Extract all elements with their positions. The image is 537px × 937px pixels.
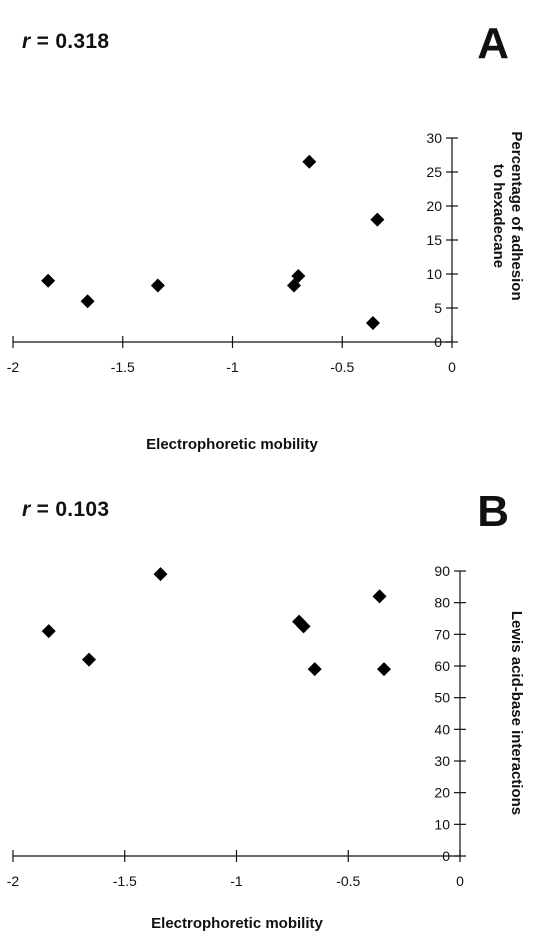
x-tick-label: 0 xyxy=(448,359,456,375)
r-symbol: r xyxy=(22,30,31,53)
y-tick-label: 0 xyxy=(434,334,442,350)
data-point xyxy=(365,315,380,330)
y-tick-label: 10 xyxy=(434,816,450,832)
y-tick-label: 30 xyxy=(434,753,450,769)
y-tick-label: 40 xyxy=(434,721,450,737)
y-tick-label: 20 xyxy=(426,198,442,214)
x-tick-label: -1 xyxy=(230,873,243,889)
data-point xyxy=(150,278,165,293)
y-axis-title: Lewis acid-base interactions xyxy=(508,611,525,815)
x-axis-title: Electrophoretic mobility xyxy=(151,915,323,932)
scatter-plot-a: -2 -1.5 -1 -0.5 00 5 10 15 20 25 30 Electrophoretic… xyxy=(7,130,525,453)
y-tick-label: 25 xyxy=(426,164,442,180)
y-tick-label: 60 xyxy=(434,658,450,674)
x-tick-label: -2 xyxy=(7,873,20,889)
data-point xyxy=(302,154,317,169)
y-tick-label: 20 xyxy=(434,785,450,801)
y-tick-label: 5 xyxy=(434,300,442,316)
x-tick-label: -0.5 xyxy=(336,873,360,889)
y-tick-label: 10 xyxy=(426,266,442,282)
data-point xyxy=(296,619,311,634)
x-tick-label: -2 xyxy=(7,359,20,375)
correlation-value: = 0.318 xyxy=(30,30,110,53)
y-tick-label: 70 xyxy=(434,626,450,642)
scatter-plot-b: -2 -1.5 -1 -0.5 00 10 20 30 40 50 60 70 80 90 Electrop… xyxy=(7,563,525,932)
data-point xyxy=(291,269,306,284)
data-point xyxy=(81,652,96,667)
r-symbol: r xyxy=(22,498,31,521)
data-point xyxy=(153,567,168,582)
correlation-value: = 0.103 xyxy=(30,498,110,521)
y-tick-label: 0 xyxy=(442,848,450,864)
data-point xyxy=(80,294,95,309)
data-point xyxy=(292,614,307,629)
x-tick-label: -1 xyxy=(226,359,239,375)
data-point xyxy=(372,589,387,604)
data-point xyxy=(41,273,56,288)
x-tick-label: 0 xyxy=(456,873,464,889)
y-axis-title: to hexadecane xyxy=(490,164,507,268)
y-tick-label: 50 xyxy=(434,690,450,706)
y-tick-label: 80 xyxy=(434,595,450,611)
panel-letter: B xyxy=(477,487,509,536)
y-tick-label: 15 xyxy=(426,232,442,248)
data-point xyxy=(307,662,322,677)
data-point xyxy=(370,212,385,227)
x-axis-title: Electrophoretic mobility xyxy=(146,436,318,453)
data-point xyxy=(41,624,56,639)
y-tick-label: 90 xyxy=(434,563,450,579)
x-tick-label: -1.5 xyxy=(111,359,135,375)
y-tick-label: 30 xyxy=(426,130,442,146)
panel-a: r = 0.318 A -2 -1.5 -1 -0.5 0 0 5 10 15 20 25 30 Ele… xyxy=(0,0,537,468)
y-axis-title: Percentage of adhesion xyxy=(508,131,525,300)
correlation-label: r = 0.318 xyxy=(22,30,109,54)
panel-letter: A xyxy=(477,19,509,68)
data-point xyxy=(377,662,392,677)
x-tick-label: -0.5 xyxy=(330,359,354,375)
panel-b: r = 0.103 B -2 -1.5 -1 -0.5 0 0 10 20 30 40 50 60 70… xyxy=(0,468,537,937)
correlation-label: r = 0.103 xyxy=(22,498,109,522)
x-tick-label: -1.5 xyxy=(113,873,137,889)
